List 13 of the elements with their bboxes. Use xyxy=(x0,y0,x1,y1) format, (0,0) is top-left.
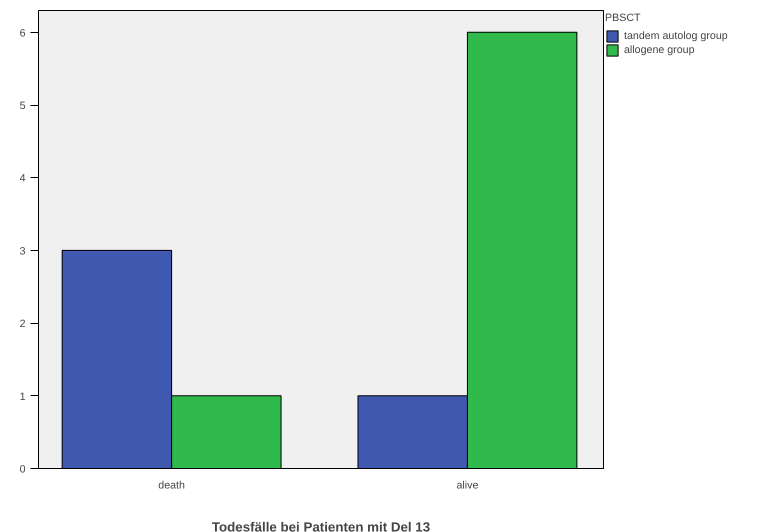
y-tick-label: 4 xyxy=(20,172,26,185)
x-tick-label: death xyxy=(158,480,186,492)
legend-title: PBSCT xyxy=(605,12,642,24)
y-tick-label: 6 xyxy=(20,27,26,40)
y-tick-label: 5 xyxy=(20,100,26,112)
y-tick-label: 2 xyxy=(20,318,26,330)
y-tick-label: 0 xyxy=(20,464,26,476)
x-axis-title: Todesfälle bei Patienten mit Del 13 xyxy=(212,520,430,532)
y-tick-label: 1 xyxy=(20,390,26,403)
legend-label: tandem autolog group xyxy=(624,30,728,42)
legend-label: allogene group xyxy=(624,44,695,56)
x-tick-label: alive xyxy=(456,480,478,492)
y-tick-label: 3 xyxy=(20,245,26,258)
